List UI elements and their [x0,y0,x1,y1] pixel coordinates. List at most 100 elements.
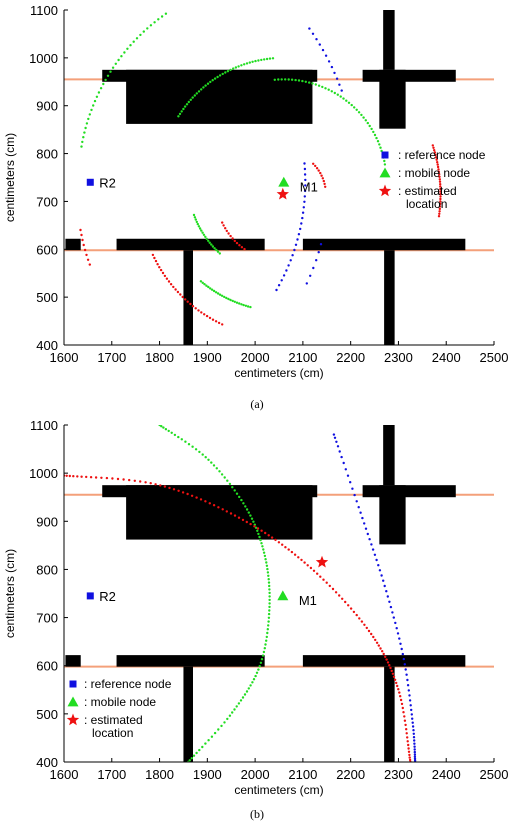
curve-point [200,229,203,232]
curve-point [186,300,189,303]
x-tick-label: 1800 [145,767,174,782]
curve-point [390,669,393,673]
curve-point [335,77,339,80]
curve-point [224,71,227,74]
curve-point [204,84,207,87]
x-tick-label: 2400 [432,350,461,365]
curve-point [378,143,381,146]
curve-point [163,274,167,278]
curve-point [229,68,232,72]
curve-point [258,665,261,668]
curve-point [318,43,321,46]
curve-point [439,187,442,191]
curve-point [80,233,83,237]
curve-point [297,233,301,236]
curve-point [160,425,163,428]
curve-point [178,112,182,116]
curve-point [156,263,159,266]
curve-point [260,542,263,545]
curve-point [215,467,218,470]
curve-point [274,538,277,542]
curve-point [86,258,90,261]
curve-point [396,632,400,635]
curve-point [265,635,268,639]
curve-point [312,266,315,270]
curve-point [207,458,210,461]
curve-point [315,259,318,262]
curve-point [438,210,441,213]
curve-point [265,639,268,642]
curve-point [68,474,72,478]
curve-point [333,71,336,75]
y-tick-label: 600 [36,659,58,674]
curve-point [297,556,300,559]
curve-point [355,500,358,503]
curve-point [196,222,199,226]
curve-point [218,74,222,77]
curve-point [233,514,237,517]
curve-point [264,643,267,646]
curve-point [266,571,270,574]
curve-point [217,321,221,325]
curve-point [220,724,223,728]
curve-point [406,736,409,739]
curve-point [439,197,442,201]
legend-reference-marker [69,680,77,688]
curve-point [291,254,294,257]
curve-point [165,277,169,280]
curve-point [324,54,328,57]
curve-point [303,189,307,193]
curve-point [212,464,216,467]
curve-point [135,37,139,40]
curve-point [405,673,408,676]
curve-point [226,70,230,73]
curve-point [339,95,342,98]
curve-point [210,288,214,291]
curve-point [317,169,320,172]
curve-point [386,661,390,664]
curve-point [330,90,333,93]
curve-point [301,79,304,83]
curve-point [284,546,287,549]
curve-point [438,178,441,181]
curve-point [435,158,438,161]
curve-point [372,635,375,639]
curve-point [438,173,441,176]
curve-point [410,708,413,712]
x-tick-label: 2100 [288,350,317,365]
curve-point [266,628,269,631]
curve-point [433,151,437,154]
curve-point [438,175,441,178]
curve-point [237,702,241,705]
curve-point [302,206,305,209]
wall [126,485,313,540]
y-tick-label: 1100 [30,418,58,433]
curve-point [176,290,180,294]
curve-point [109,70,112,73]
curve-point [240,246,244,249]
curve-point [263,58,266,61]
curve-point [411,725,415,728]
curve-point [247,687,250,690]
curve-point [383,159,386,163]
curve-point [224,227,227,230]
curve-point [81,140,84,144]
curve-point [153,21,156,24]
wall [383,425,395,486]
curve-point [217,728,220,731]
curve-point [316,572,319,575]
curve-point [88,263,92,266]
curve-point [289,259,292,262]
curve-point [218,470,221,473]
reference-node-marker [86,178,94,186]
curve-point [437,168,440,171]
curve-point [191,305,195,308]
curve-point [413,753,417,756]
curve-point [210,461,213,464]
curve-point [261,545,264,548]
curve-point [229,298,232,302]
curve-point [413,742,416,745]
curve-point [149,482,152,485]
curve-point [93,99,97,103]
curve-point [183,105,187,108]
